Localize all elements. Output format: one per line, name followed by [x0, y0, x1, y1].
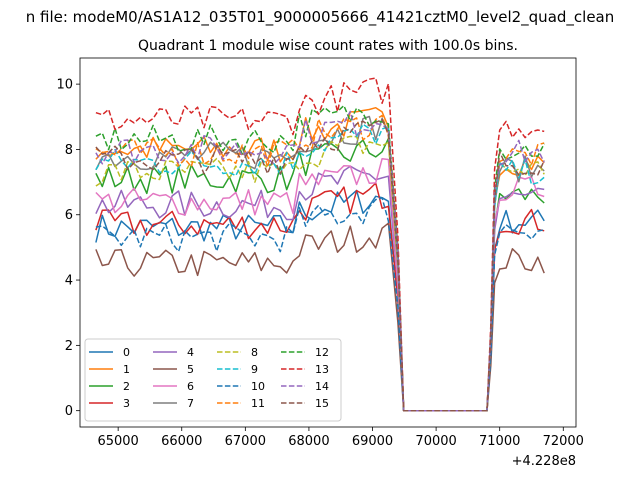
y-tick-label: 8	[65, 143, 73, 158]
y-tick-label: 10	[56, 78, 73, 93]
legend-label-3: 3	[123, 397, 130, 410]
x-tick-label: 66000	[161, 434, 202, 449]
x-offset-label: +4.228e8	[512, 454, 576, 469]
y-tick-label: 4	[65, 274, 73, 289]
legend-label-6: 6	[187, 380, 194, 393]
legend-label-8: 8	[251, 346, 258, 359]
chart-title: Quadrant 1 module wise count rates with …	[138, 38, 518, 54]
legend-frame	[84, 338, 342, 422]
legend-label-5: 5	[187, 363, 194, 376]
series-line-8	[95, 135, 545, 412]
series-line-15	[95, 118, 545, 412]
y-tick-label: 6	[65, 208, 73, 223]
x-tick-label: 70000	[415, 434, 456, 449]
legend-label-14: 14	[315, 380, 329, 393]
legend-label-9: 9	[251, 363, 258, 376]
y-tick-label: 2	[65, 339, 73, 354]
legend-label-4: 4	[187, 346, 194, 359]
x-tick-label: 65000	[97, 434, 138, 449]
figure-suptitle: n file: modeM0/AS1A12_035T01_9000005666_…	[26, 8, 615, 27]
legend-label-10: 10	[251, 380, 265, 393]
x-tick-label: 67000	[225, 434, 266, 449]
x-tick-label: 68000	[288, 434, 329, 449]
y-axis: 0 2 4 6 8 10	[56, 78, 80, 419]
legend-label-0: 0	[123, 346, 130, 359]
x-tick-label: 69000	[352, 434, 393, 449]
x-tick-label: 72000	[543, 434, 584, 449]
legend-label-2: 2	[123, 380, 130, 393]
plot-frame	[79, 57, 577, 428]
x-tick-label: 71000	[479, 434, 520, 449]
legend-label-11: 11	[251, 397, 265, 410]
legend-label-12: 12	[315, 346, 329, 359]
legend-label-1: 1	[123, 363, 130, 376]
x-axis: 65000 66000 67000 68000 69000 70000 71000 72000	[97, 427, 584, 449]
legend-label-7: 7	[187, 397, 194, 410]
legend-label-15: 15	[315, 397, 329, 410]
y-tick-label: 0	[65, 404, 73, 419]
series-layer	[95, 77, 545, 412]
legend-label-13: 13	[315, 363, 329, 376]
